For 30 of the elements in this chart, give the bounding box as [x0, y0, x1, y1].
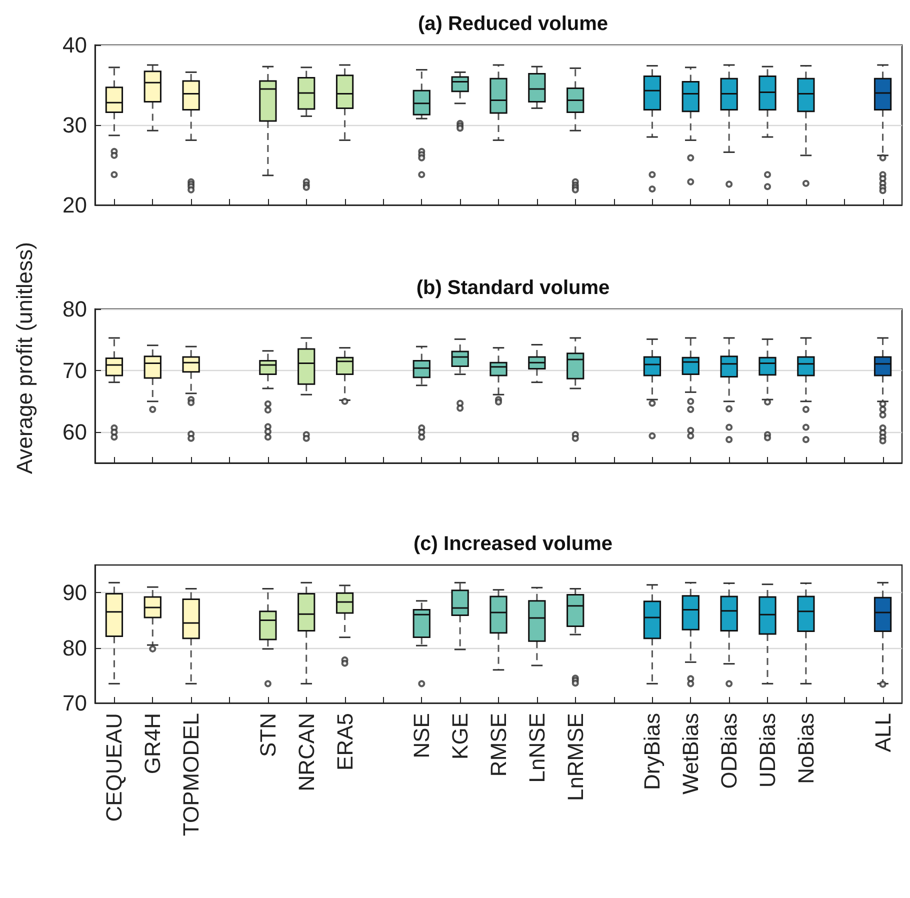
- x-tick-label: STN: [255, 713, 280, 757]
- x-tick-label: GR4H: [140, 713, 166, 774]
- x-tick-label: ODBias: [716, 713, 742, 789]
- chart-title: (b) Standard volume: [416, 277, 610, 299]
- x-tick-label: WetBias: [678, 713, 704, 795]
- x-tick-label: LnNSE: [524, 713, 550, 783]
- x-tick-label: UDBias: [755, 713, 780, 788]
- y-tick-label: 70: [62, 690, 87, 716]
- y-tick-label: 40: [62, 32, 87, 58]
- x-tick-label: KGE: [448, 713, 473, 760]
- y-tick-label: 90: [62, 580, 87, 606]
- y-tick-label: 20: [62, 192, 87, 218]
- chart-title: (c) Increased volume: [414, 533, 612, 555]
- x-tick-label: NoBias: [793, 713, 818, 784]
- x-tick-label: RMSE: [486, 713, 511, 777]
- y-tick-label: 30: [62, 112, 87, 138]
- y-tick-label: 70: [62, 358, 87, 384]
- y-tick-label: 80: [62, 296, 87, 322]
- x-tick-label: TOPMODEL: [178, 713, 204, 836]
- x-tick-label: DryBias: [640, 713, 665, 790]
- x-tick-label: CEQUEAU: [102, 713, 127, 822]
- y-tick-label: 80: [62, 635, 87, 660]
- x-tick-label: ALL: [870, 713, 896, 752]
- x-tick-label: NRCAN: [294, 713, 319, 792]
- chart-title: (a) Reduced volume: [418, 13, 608, 35]
- x-tick-label: NSE: [409, 713, 434, 758]
- x-tick-label: LnRMSE: [562, 713, 588, 802]
- x-tick-label: ERA5: [332, 713, 358, 770]
- y-tick-label: 60: [62, 420, 87, 445]
- y-axis-title: Average profit (unitless): [12, 242, 38, 474]
